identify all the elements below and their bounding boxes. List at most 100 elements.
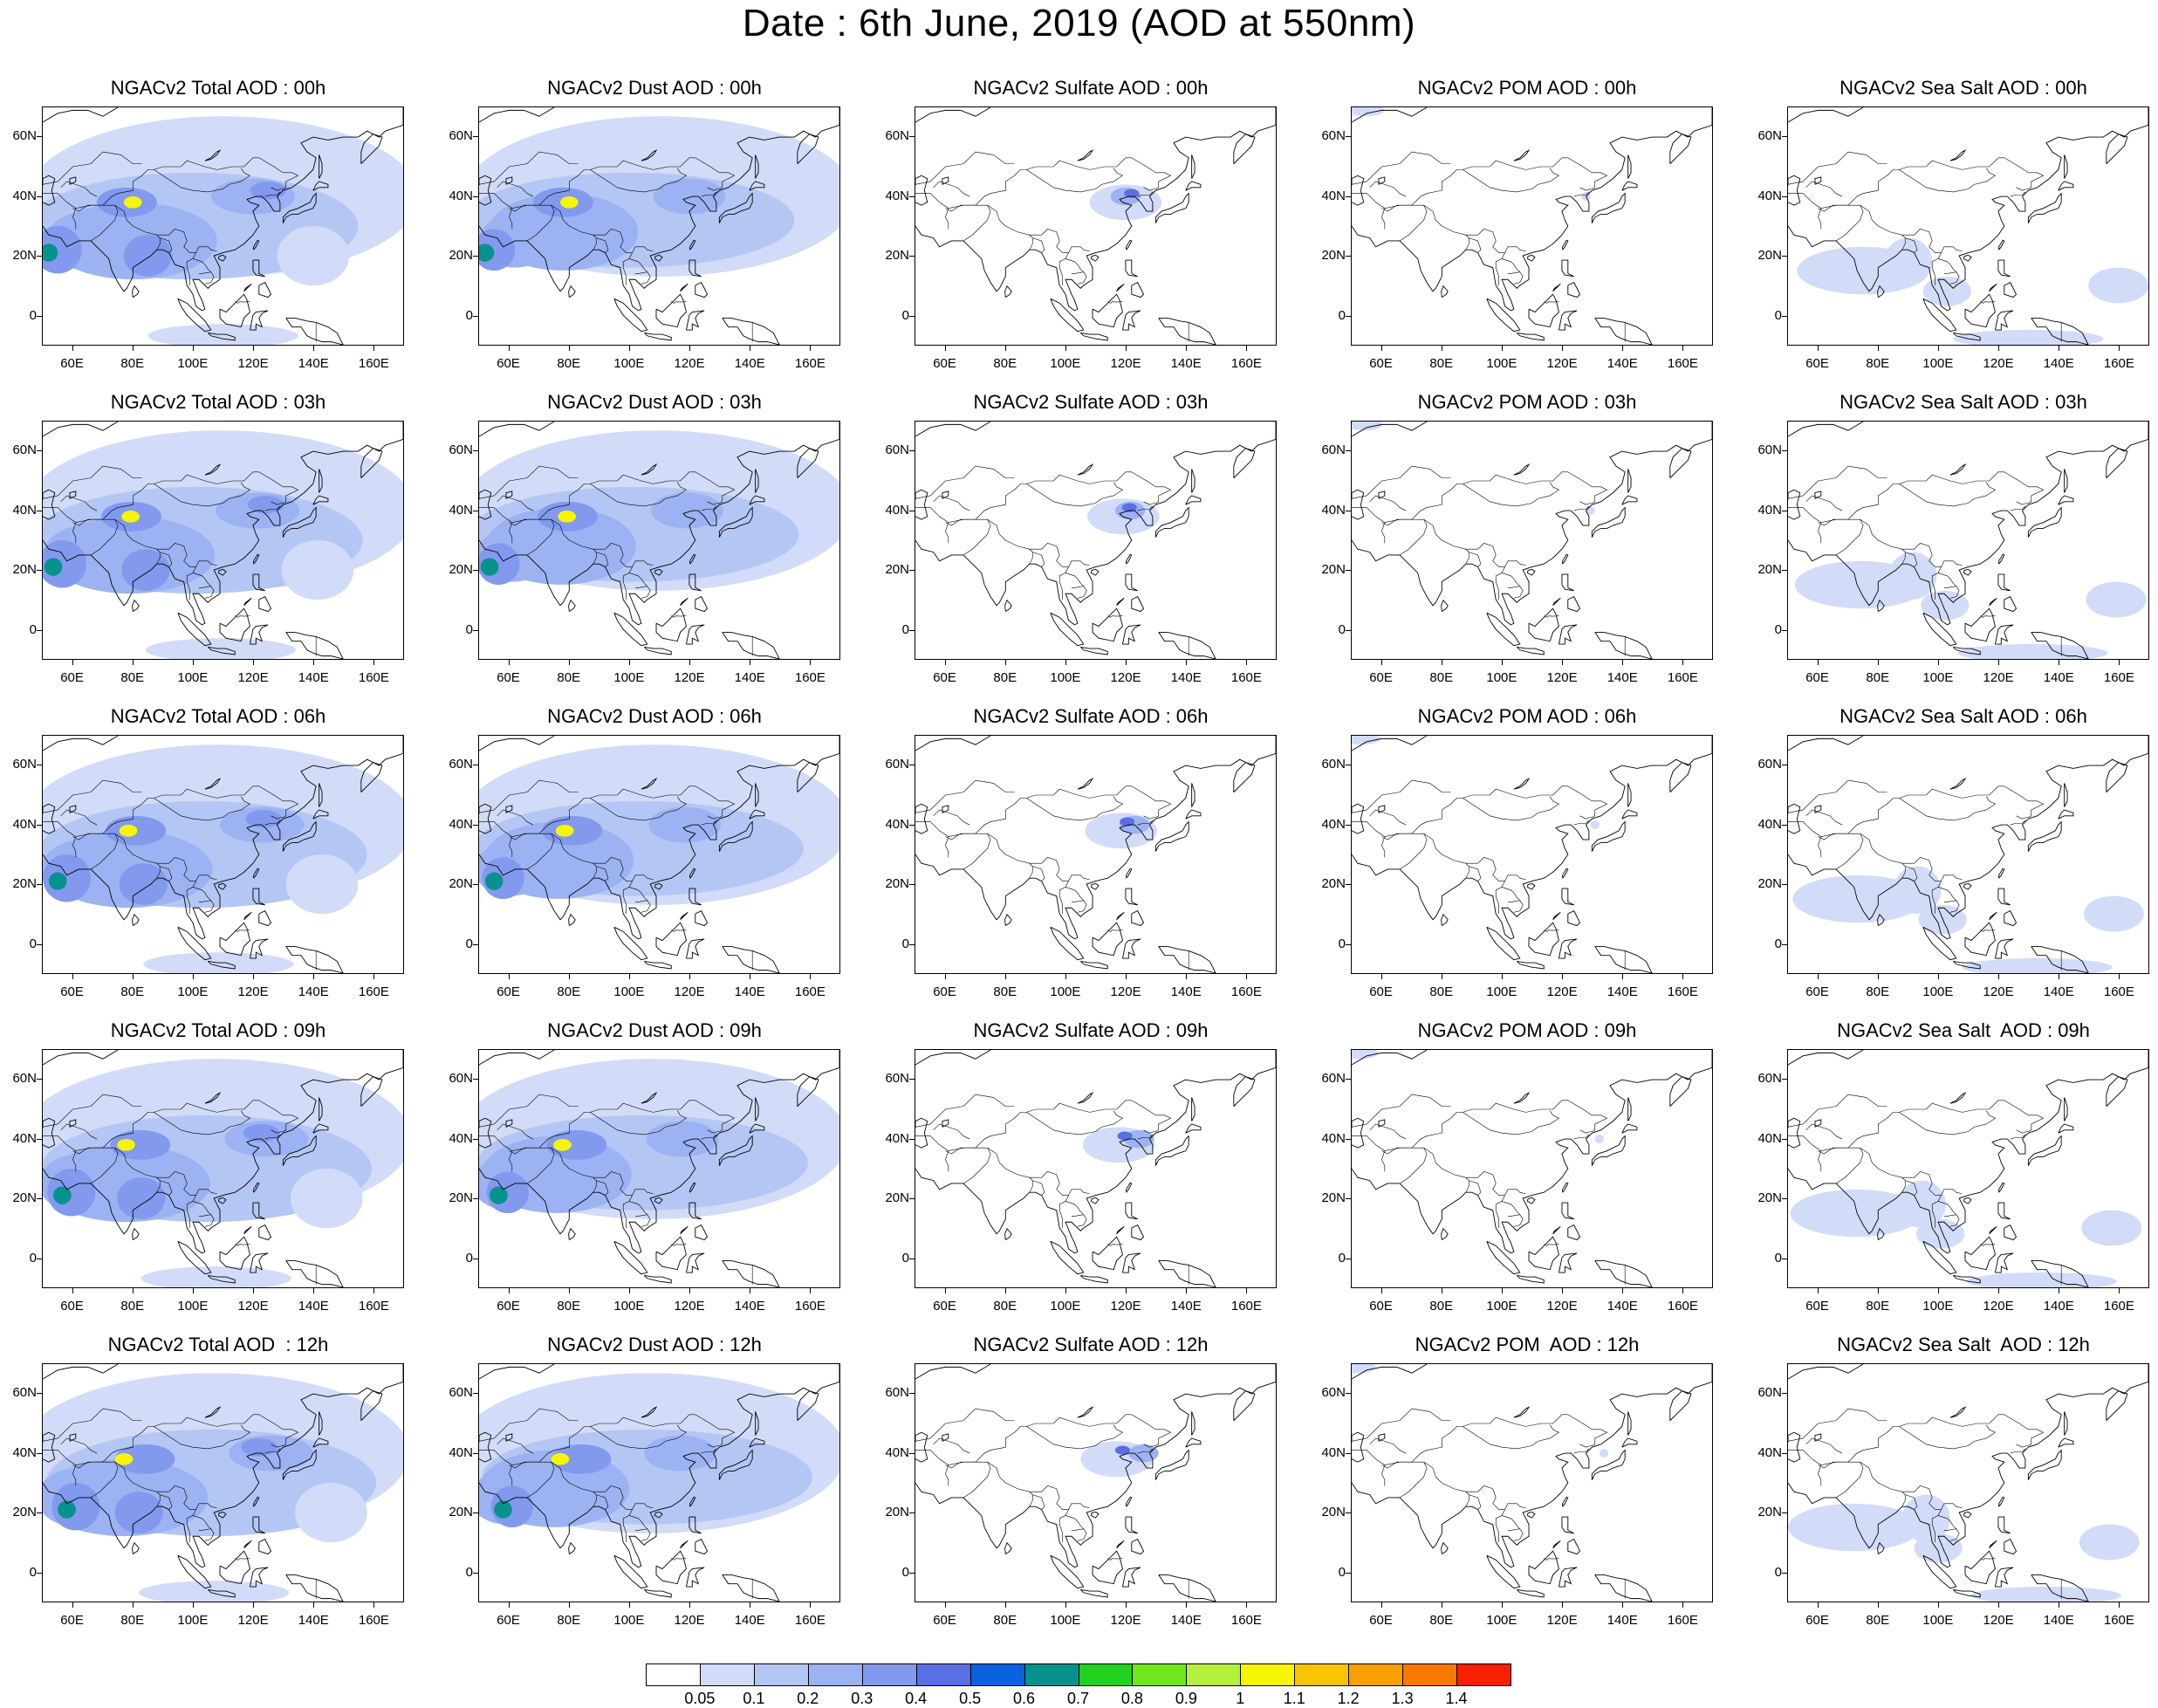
aod-contour: [1352, 1050, 1379, 1060]
y-tick-label: 0: [29, 936, 37, 951]
x-tick-mark: [2119, 1288, 2120, 1293]
coastline: [915, 736, 991, 751]
coastline: [1995, 624, 2014, 645]
coastline: [568, 913, 576, 926]
country-border: [590, 482, 688, 507]
coastline: [1090, 1197, 1100, 1204]
x-tick-mark: [628, 974, 630, 979]
country-border: [72, 208, 77, 230]
x-tick-mark: [1817, 974, 1819, 979]
coastline: [1090, 568, 1100, 576]
x-tick-label: 160E: [1667, 1299, 1698, 1314]
coastline: [1788, 107, 1864, 123]
coastline: [1528, 607, 1559, 642]
y-tick-mark: [37, 1393, 42, 1395]
x-tick-label: 60E: [60, 670, 84, 685]
x-tick-mark: [568, 346, 570, 351]
country-border: [593, 1180, 597, 1193]
x-tick-label: 160E: [794, 670, 826, 685]
x-tick-label: 60E: [933, 356, 956, 371]
country-border: [1058, 1509, 1069, 1542]
panel-title: NGACv2 Sulfate AOD : 09h: [973, 1019, 1209, 1041]
aod-contour: [117, 1138, 135, 1151]
country-border: [622, 252, 633, 285]
coastline: [1158, 1574, 1216, 1602]
y-tick-label: 0: [465, 1250, 473, 1266]
coastline: [655, 293, 687, 328]
y-tick-label: 20N: [1757, 1190, 1782, 1206]
y-tick-label: 60N: [1321, 1071, 1346, 1087]
x-tick-mark: [689, 1602, 691, 1608]
country-border: [154, 796, 251, 821]
x-tick-mark: [1126, 974, 1127, 979]
country-border: [2010, 505, 2026, 511]
x-tick-label: 160E: [1230, 1299, 1262, 1314]
country-border: [1931, 566, 1942, 600]
y-tick-mark: [1782, 1198, 1787, 1200]
coastline: [1378, 176, 1386, 185]
coastline: [2027, 192, 2062, 223]
coastline: [1004, 599, 1012, 612]
coastline: [1090, 882, 1100, 890]
country-border: [1579, 815, 1593, 820]
y-tick-mark: [1782, 136, 1787, 138]
x-tick-label: 140E: [298, 670, 329, 685]
coastline: [1352, 1050, 1428, 1066]
aod-contour: [1922, 276, 1971, 306]
coastline: [2106, 1390, 2128, 1421]
country-border: [497, 181, 534, 197]
x-tick-label: 80E: [1866, 356, 1890, 371]
country-border: [1058, 566, 1069, 600]
coastline: [479, 1050, 839, 1254]
country-border: [1381, 204, 1428, 242]
country-border: [1818, 522, 1822, 544]
map-panel: NGACv2 POM AOD : 09h 60N 40N 20N 0 60E 80E 100E…: [1309, 1019, 1745, 1325]
coastline: [1441, 1541, 1449, 1554]
y-tick-label: 20N: [449, 1505, 473, 1520]
coastline: [43, 107, 119, 123]
country-border: [186, 1195, 196, 1228]
y-tick-mark: [1782, 1572, 1787, 1574]
coastline: [1050, 1240, 1085, 1275]
coastline: [1989, 597, 1997, 607]
map-panel: NGACv2 POM AOD : 12h 60N 40N 20N 0 60E 80E 100E…: [1309, 1334, 1745, 1639]
x-tick-mark: [1004, 1602, 1006, 1608]
colorbar-legend: 0.05 0.1 0.2 0.3 0.4 0.5 0.6 0.7 0.8 0.9 1 1.1 1.2 1.…: [646, 1663, 1511, 1707]
x-tick-mark: [313, 1602, 315, 1608]
x-tick-label: 120E: [237, 984, 269, 999]
country-border: [1901, 1492, 1918, 1510]
coastline: [2027, 1449, 2062, 1480]
map-panel: NGACv2 POM AOD : 06h 60N 40N 20N 0 60E 80E 100E…: [1309, 705, 1745, 1011]
x-tick-label: 160E: [2103, 356, 2134, 371]
coastline: [312, 809, 329, 820]
country-border: [671, 615, 687, 618]
coastline: [654, 882, 663, 890]
country-border: [43, 1100, 299, 1151]
x-tick-label: 140E: [2043, 1299, 2074, 1314]
country-border: [707, 187, 720, 191]
aod-contour: [281, 540, 354, 600]
y-tick-mark: [37, 1452, 42, 1454]
country-border: [1495, 252, 1505, 285]
country-border: [551, 1461, 654, 1510]
x-tick-label: 60E: [497, 1613, 520, 1628]
x-tick-label: 100E: [1922, 356, 1954, 371]
coastline: [1079, 1274, 1108, 1284]
country-border: [271, 815, 284, 820]
x-tick-label: 60E: [1369, 1613, 1393, 1628]
country-border: [1352, 1094, 1451, 1128]
country-border: [634, 271, 651, 285]
coastline: [1516, 646, 1545, 655]
aod-contour: [2088, 267, 2148, 304]
aod-contour: [1921, 590, 1970, 621]
aod-contour: [245, 809, 282, 828]
country-border: [945, 833, 991, 870]
country-border: [43, 785, 299, 837]
x-tick-label: 60E: [1369, 670, 1393, 685]
coastline: [568, 285, 576, 298]
aod-contour: [1901, 1494, 1950, 1542]
coastline: [1125, 888, 1138, 906]
map-canvas: [42, 1363, 404, 1602]
country-border: [1507, 1528, 1524, 1541]
coastline: [132, 1227, 140, 1240]
